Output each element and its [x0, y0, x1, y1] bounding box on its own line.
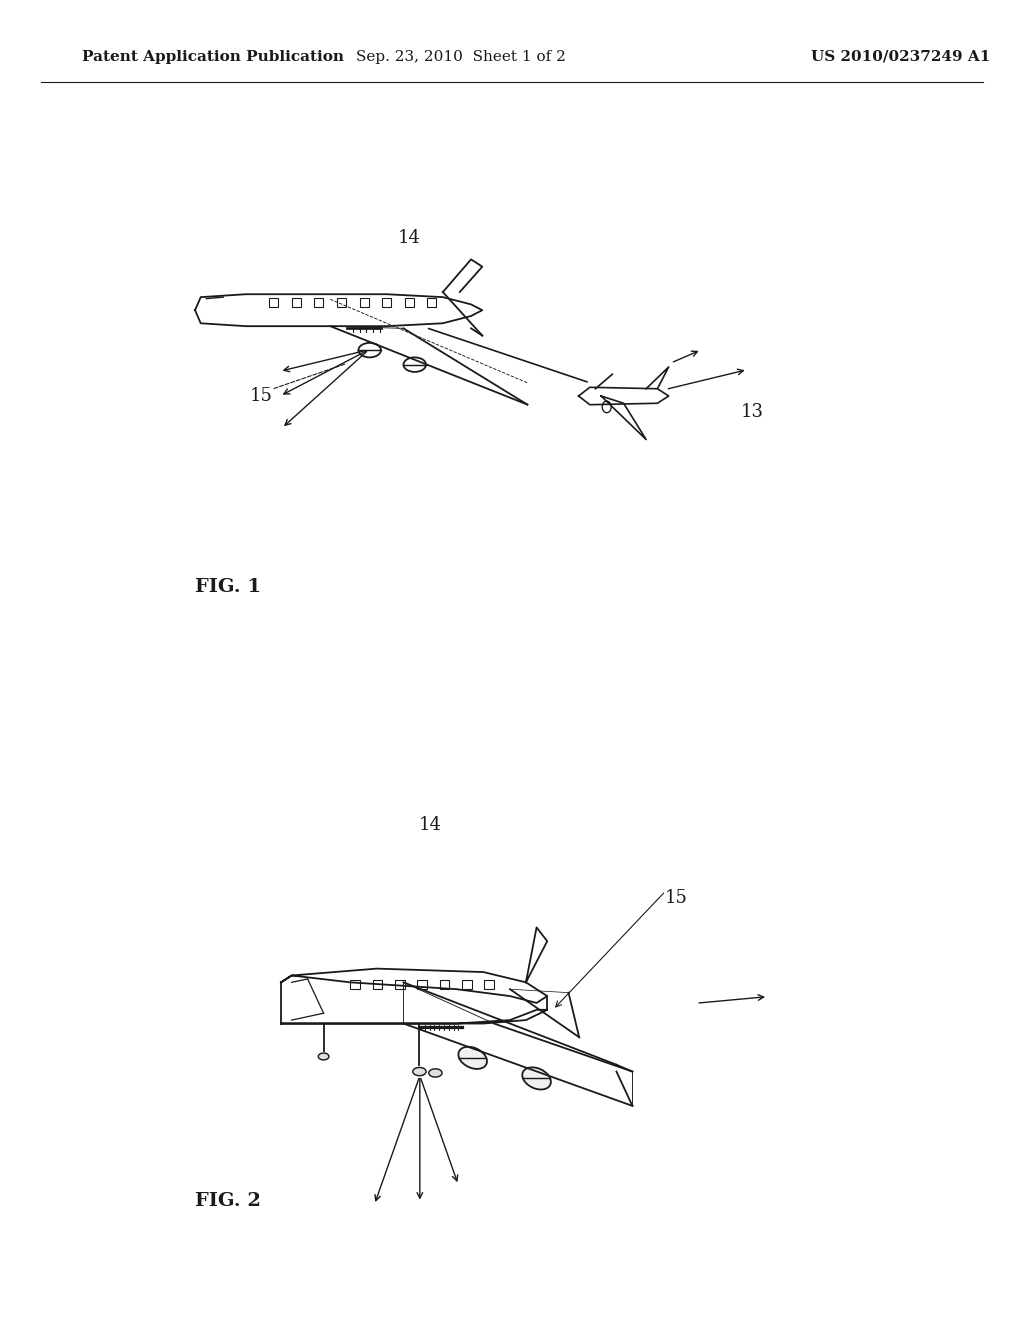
Bar	[418, 979, 427, 989]
Text: FIG. 1: FIG. 1	[195, 578, 261, 597]
Bar	[314, 298, 324, 306]
Ellipse shape	[459, 1047, 487, 1069]
Bar	[359, 298, 369, 306]
Bar	[404, 298, 414, 306]
Bar	[350, 979, 359, 989]
Ellipse shape	[429, 1069, 442, 1077]
Ellipse shape	[522, 1068, 551, 1089]
Bar	[395, 979, 404, 989]
Bar	[427, 298, 436, 306]
Text: US 2010/0237249 A1: US 2010/0237249 A1	[811, 50, 991, 63]
Text: 14: 14	[398, 228, 421, 247]
Text: FIG. 2: FIG. 2	[195, 1192, 260, 1210]
Ellipse shape	[413, 1068, 426, 1076]
Ellipse shape	[318, 1053, 329, 1060]
Text: 15: 15	[665, 888, 687, 907]
Bar	[462, 979, 472, 989]
Text: Sep. 23, 2010  Sheet 1 of 2: Sep. 23, 2010 Sheet 1 of 2	[356, 50, 565, 63]
Bar	[439, 979, 450, 989]
Text: Patent Application Publication: Patent Application Publication	[82, 50, 344, 63]
Bar	[337, 298, 346, 306]
Bar	[382, 298, 391, 306]
Bar	[373, 979, 382, 989]
Bar	[484, 979, 494, 989]
Text: 14: 14	[419, 816, 441, 834]
Bar	[292, 298, 301, 306]
Bar	[269, 298, 279, 306]
Text: 15: 15	[250, 387, 272, 405]
Text: 13: 13	[741, 403, 764, 421]
